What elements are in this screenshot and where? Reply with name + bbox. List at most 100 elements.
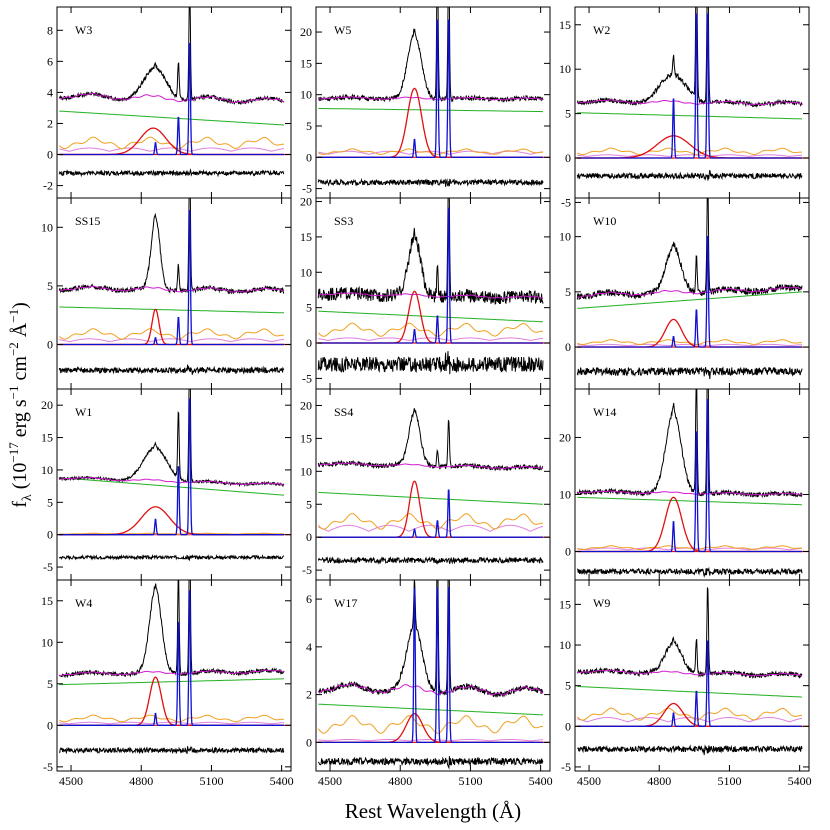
y-tick-label: 0 [565,340,571,354]
powerlaw-continuum [577,496,802,506]
model-fit [59,92,285,104]
feii-component [577,147,803,156]
observed-spectrum [58,389,285,488]
powerlaw-continuum [59,306,284,314]
y-tick-label: 4 [47,85,53,99]
powerlaw-continuum [577,291,803,309]
feii-component [58,328,285,340]
panel-label: W10 [593,214,616,228]
powerlaw-continuum [318,703,543,716]
residuals [317,351,544,375]
residuals [58,168,285,178]
powerlaw-continuum [577,112,802,120]
panel-frame [56,579,292,772]
panel-label: SS15 [75,214,100,228]
narrow-lines [318,207,543,344]
x-tick-label: 4500 [318,774,342,788]
panel-frame [315,579,551,772]
y-axis-label: fλ (10−17 erg s−1 cm−2 Å−1) [6,302,35,508]
panel-label: W4 [75,596,92,610]
broad-hbeta [318,480,543,538]
host-component [577,717,803,723]
feii-component [317,322,544,337]
y-tick-label: 0 [565,544,571,558]
y-tick-label: 10 [559,62,571,76]
y-tick-label: 0 [47,528,53,542]
feii-component [576,707,803,721]
model-fit [318,292,544,299]
broad-hbeta [318,713,543,744]
y-tick-label: 5 [47,279,53,293]
model-fit [577,669,803,677]
model-fit [318,96,544,101]
x-tick-label: 4800 [647,774,671,788]
y-tick-label: 2 [306,688,312,702]
host-component [318,337,543,342]
narrow-lines [59,42,284,156]
x-tick-label: 5400 [788,774,812,788]
host-component [318,739,544,742]
y-tick-label: -5 [561,760,571,774]
observed-spectrum [58,580,285,679]
feii-component [317,715,544,734]
powerlaw-continuum [59,678,284,686]
powerlaw-continuum [577,686,802,698]
y-tick-label: 15 [559,18,571,32]
narrow-lines [577,235,802,348]
y-tick-label: 0 [565,719,571,733]
observed-spectrum [576,587,803,679]
powerlaw-continuum [318,491,544,505]
y-tick-label: 0 [47,718,53,732]
panel-label: SS4 [334,405,353,419]
narrow-lines [577,640,802,727]
residuals [58,746,285,755]
y-tick-label: 4 [306,640,312,654]
narrow-lines [577,398,802,553]
narrow-lines [59,209,284,346]
residuals [58,553,285,561]
x-tick-label: 4800 [129,774,153,788]
host-component [59,338,285,343]
y-tick-label: 10 [300,265,312,279]
y-tick-label: -5 [302,371,312,385]
host-component [318,524,544,532]
observed-spectrum [318,7,544,103]
panel-w5: -5 0 5 10 15 20 W5 [300,6,551,199]
y-tick-label: 15 [559,597,571,611]
y-tick-label: 10 [41,220,53,234]
y-tick-label: 10 [41,635,53,649]
panel-w3: -2 0 2 4 6 8 W3 [43,6,292,199]
feii-component [577,545,802,550]
y-tick-label: 20 [300,195,312,209]
feii-component [59,714,284,723]
y-tick-label: 2 [47,116,53,130]
panel-label: SS3 [334,214,353,228]
model-fit [577,99,803,106]
panel-w17: 0 2 4 6 4500 4800 5100 5400 W17 [306,579,553,788]
observed-spectrum [576,198,803,300]
observed-spectrum [58,7,285,106]
y-tick-label: 10 [300,88,312,102]
model-fit [59,285,285,293]
x-tick-label: 5400 [529,774,553,788]
y-tick-label: 5 [565,107,571,121]
residuals [576,169,803,181]
model-fit [318,682,544,696]
x-axis-label: Rest Wavelength (Å) [345,799,521,823]
narrow-lines [318,489,543,538]
observed-spectrum [317,198,544,305]
y-tick-label: -5 [302,563,312,577]
y-tick-label: 0 [565,151,571,165]
y-tick-label: 10 [559,487,571,501]
panel-label: W9 [593,596,610,610]
y-tick-label: 20 [300,25,312,39]
panel-ss4: -5 0 5 10 15 20 SS4 [300,388,551,581]
panel-label: W5 [334,23,351,37]
y-tick-label: 6 [47,54,53,68]
narrow-lines [59,590,284,726]
y-tick-label: -2 [43,179,53,193]
y-tick-label: 5 [47,677,53,691]
powerlaw-continuum [59,477,285,496]
y-tick-label: -5 [561,195,571,209]
